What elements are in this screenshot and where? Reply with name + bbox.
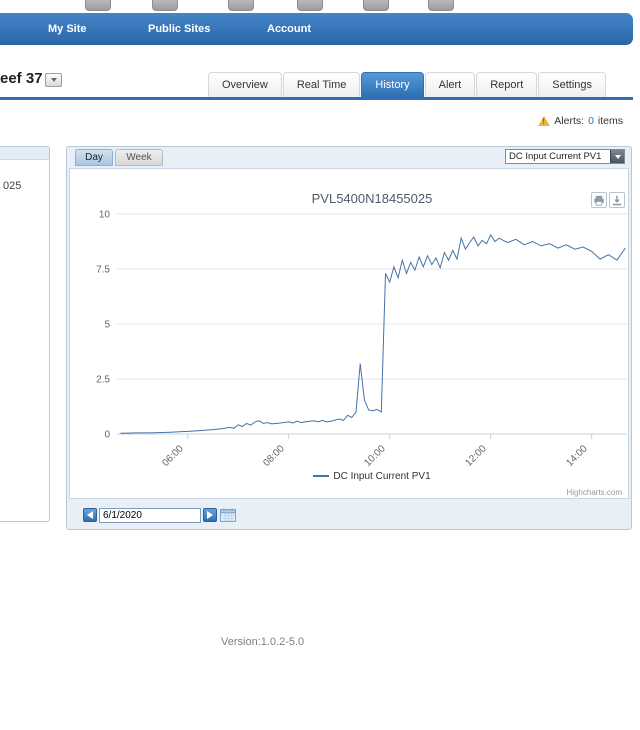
legend-label: DC Input Current PV1 — [333, 471, 431, 482]
tab-real-time[interactable]: Real Time — [282, 72, 361, 97]
device-sidebar: 025 — [0, 146, 50, 522]
legend-line-icon — [313, 475, 330, 478]
date-navigation — [67, 505, 631, 529]
chevron-down-icon — [50, 78, 57, 82]
svg-text:08:00: 08:00 — [261, 443, 287, 469]
svg-text:12:00: 12:00 — [463, 443, 489, 469]
calendar-button[interactable] — [220, 508, 236, 522]
arrow-right-icon — [207, 511, 213, 519]
chart-container: PVL5400N18455025 0 2. — [69, 168, 629, 499]
calendar-icon — [220, 508, 236, 522]
alerts-suffix: items — [597, 115, 623, 127]
highcharts-credit[interactable]: Highcharts.com — [566, 488, 622, 497]
version-text: Version:1.0.2-5.0 — [221, 636, 305, 648]
sidebar-device-item[interactable]: 025 — [3, 180, 22, 192]
download-chart-button[interactable] — [609, 192, 625, 208]
nav-item-public-sites[interactable]: Public Sites — [148, 23, 211, 35]
week-tab-button[interactable]: Week — [115, 149, 163, 166]
series-select-arrow-button[interactable] — [610, 150, 624, 163]
date-input[interactable] — [99, 508, 201, 523]
alerts-status: Alerts: 0 items — [538, 115, 623, 127]
prev-day-button[interactable] — [83, 508, 97, 522]
svg-text:14:00: 14:00 — [564, 443, 590, 469]
nav-item-account[interactable]: Account — [267, 23, 311, 35]
day-tab-button[interactable]: Day — [75, 149, 113, 166]
chart-legend[interactable]: DC Input Current PV1 — [117, 471, 627, 482]
svg-text:10:00: 10:00 — [362, 443, 388, 469]
svg-text:06:00: 06:00 — [160, 443, 186, 469]
sidebar-header — [0, 147, 49, 160]
series-select[interactable]: DC Input Current PV1 — [505, 149, 625, 164]
svg-text:10: 10 — [99, 210, 111, 221]
printer-icon — [594, 195, 604, 206]
tab-overview[interactable]: Overview — [208, 72, 282, 97]
warning-icon — [538, 116, 551, 126]
arrow-left-icon — [87, 511, 93, 519]
svg-text:5: 5 — [104, 320, 110, 331]
svg-text:0: 0 — [104, 430, 110, 441]
tab-report[interactable]: Report — [476, 72, 538, 97]
cutoff-tab — [152, 0, 178, 11]
print-chart-button[interactable] — [591, 192, 607, 208]
section-tabs: Overview Real Time History Alert Report … — [207, 72, 607, 97]
nav-item-my-site[interactable]: My Site — [48, 23, 87, 35]
tab-history[interactable]: History — [361, 72, 424, 97]
top-navbar: My Site Public Sites Account — [0, 13, 633, 45]
chart-canvas: 0 2.5 5 7.5 10 06:00 08:00 10:00 12:00 14:00 — [96, 210, 627, 469]
tab-underline — [0, 97, 633, 100]
cutoff-tab — [85, 0, 111, 11]
series-select-value: DC Input Current PV1 — [509, 151, 602, 162]
page-title: eef 37 — [0, 70, 43, 87]
site-dropdown-button[interactable] — [45, 73, 62, 87]
svg-text:7.5: 7.5 — [96, 265, 110, 276]
cutoff-tab — [428, 0, 454, 11]
chart-export-buttons — [591, 192, 625, 208]
chart-title: PVL5400N18455025 — [311, 191, 433, 206]
download-icon — [612, 195, 622, 205]
cutoff-tab — [297, 0, 323, 11]
alerts-label: Alerts: — [554, 115, 585, 127]
alerts-count: 0 — [588, 115, 594, 127]
history-panel: Day Week DC Input Current PV1 PVL5400N18… — [66, 146, 632, 530]
chevron-down-icon — [614, 154, 621, 159]
cutoff-tab — [363, 0, 389, 11]
tab-settings[interactable]: Settings — [538, 72, 607, 97]
cutoff-tab — [228, 0, 254, 11]
svg-text:2.5: 2.5 — [96, 375, 110, 386]
next-day-button[interactable] — [203, 508, 217, 522]
tab-alert[interactable]: Alert — [424, 72, 476, 97]
